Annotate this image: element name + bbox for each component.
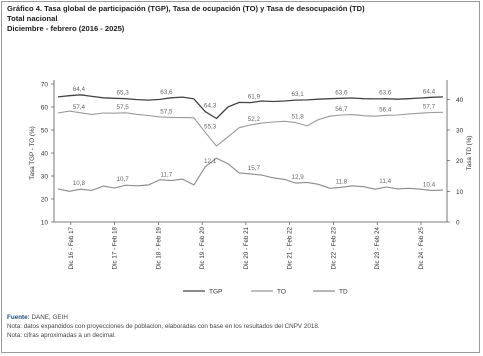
x-tick-label: Dic 23 - Feb 24 bbox=[374, 226, 381, 269]
footnote-projections: Nota: datos expandidos con proyecciones … bbox=[7, 323, 320, 330]
data-label-to: 56,4 bbox=[379, 106, 392, 113]
chart-subtitle: Total nacional bbox=[7, 14, 58, 23]
data-label-tgp: 63,6 bbox=[335, 89, 348, 96]
data-label-td: 10,7 bbox=[116, 176, 129, 183]
y-tick-label-left: 50 bbox=[41, 128, 49, 135]
y-tick-label-right: 40 bbox=[456, 97, 464, 104]
data-label-td: 11,7 bbox=[160, 172, 172, 179]
data-label-to: 56,7 bbox=[335, 106, 348, 113]
footnote-rounding: Nota: cifras aproximadas a un decimal. bbox=[7, 332, 116, 339]
y-tick-label-left: 20 bbox=[41, 197, 49, 204]
legend-label-tgp: TGP bbox=[209, 289, 222, 296]
series-line-tgp bbox=[57, 94, 444, 120]
y-tick-label-left: 60 bbox=[41, 105, 49, 112]
data-label-tgp: 64,3 bbox=[204, 103, 217, 110]
data-label-to: 55,3 bbox=[204, 123, 217, 130]
y-axis-label-right: Tasa TD (%) bbox=[466, 136, 473, 171]
y-tick-label-right: 20 bbox=[456, 158, 464, 165]
data-label-td: 11,4 bbox=[379, 178, 391, 185]
data-label-to: 57,7 bbox=[423, 104, 436, 111]
data-label-td: 10,4 bbox=[423, 181, 436, 188]
data-label-td: 15,7 bbox=[248, 165, 261, 172]
series-line-to bbox=[57, 110, 444, 147]
source-note: Fuente: DANE, GEIH bbox=[7, 313, 68, 322]
y-tick-label-left: 10 bbox=[41, 220, 49, 227]
source-text: DANE, GEIH bbox=[29, 314, 68, 321]
data-label-to: 52,2 bbox=[248, 116, 261, 123]
data-label-td: 10,8 bbox=[73, 180, 86, 187]
data-label-td: 12,9 bbox=[292, 174, 305, 181]
data-label-td: 12,1 bbox=[204, 158, 217, 165]
y-tick-label-right: 0 bbox=[456, 220, 460, 227]
data-label-to: 57,5 bbox=[116, 104, 129, 111]
series-line-td bbox=[57, 157, 444, 192]
y-tick-label-left: 30 bbox=[41, 174, 49, 181]
data-label-td: 11,8 bbox=[336, 178, 348, 185]
data-label-tgp: 61,9 bbox=[248, 94, 261, 101]
y-tick-label-left: 70 bbox=[41, 82, 49, 89]
x-tick-label: Dic 24 - Feb 25 bbox=[418, 226, 425, 269]
chart-period: Diciembre - febrero (2016 - 2025) bbox=[7, 24, 125, 33]
data-label-tgp: 64,4 bbox=[423, 88, 436, 95]
y-tick-label-left: 40 bbox=[41, 151, 49, 158]
x-tick-label: Dic 21 - Feb 22 bbox=[287, 226, 294, 269]
legend-label-td: TD bbox=[339, 289, 348, 296]
chart-title: Gráfico 4. Tasa global de participación … bbox=[7, 4, 365, 13]
data-label-to: 51,8 bbox=[292, 114, 305, 121]
x-tick-label: Dic 22 - Feb 23 bbox=[330, 226, 337, 269]
data-label-to: 57,4 bbox=[73, 104, 86, 111]
data-label-to: 57,5 bbox=[160, 108, 173, 115]
data-label-tgp: 63,6 bbox=[379, 90, 392, 97]
x-tick-label: Dic 20 - Feb 21 bbox=[243, 226, 250, 269]
x-tick-label: Dic 16 - Feb 17 bbox=[68, 226, 75, 269]
legend-label-to: TO bbox=[277, 289, 286, 296]
y-axis-label-left: Tasa TGP - TO (%) bbox=[29, 126, 36, 179]
data-label-tgp: 65,3 bbox=[116, 90, 129, 97]
x-tick-label: Dic 18 - Feb 19 bbox=[155, 226, 162, 269]
x-tick-label: Dic 19 - Feb 20 bbox=[199, 226, 206, 269]
data-label-tgp: 64,4 bbox=[73, 86, 86, 93]
data-label-tgp: 63,6 bbox=[160, 89, 173, 96]
source-label: Fuente: bbox=[7, 314, 30, 321]
y-tick-label-right: 30 bbox=[456, 128, 464, 135]
y-tick-label-right: 10 bbox=[456, 189, 464, 196]
x-tick-label: Dic 17 - Feb 18 bbox=[112, 226, 119, 269]
data-label-tgp: 63,1 bbox=[292, 91, 305, 98]
